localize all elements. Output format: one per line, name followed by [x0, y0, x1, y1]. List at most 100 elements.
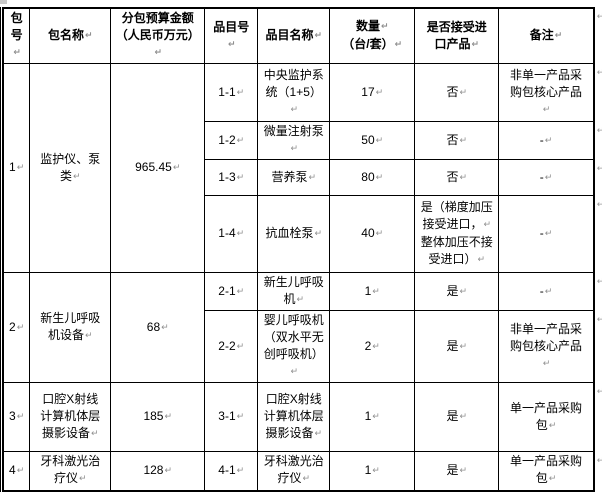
line-break-mark: ↵ — [544, 286, 553, 297]
budget-cell[interactable]: 185↵ — [110, 382, 206, 452]
line-break-mark: ↵ — [236, 465, 245, 476]
item-name-cell[interactable]: 微量注射泵↵ — [257, 121, 331, 160]
item-no-cell[interactable]: 2-2↵ — [204, 310, 259, 383]
item-no-cell[interactable]: 1-4↵ — [204, 195, 259, 273]
line-break-mark: ↵ — [236, 341, 245, 352]
item-no-cell[interactable]: 4-1↵ — [204, 451, 259, 491]
package-name-cell[interactable]: 牙科激光治疗仪↵ — [29, 451, 112, 491]
table-row: 2↵ 新生儿呼吸机设备↵ 68↵ 2-1↵ 新生儿呼吸机↵ 1↵ 是↵ -↵ — [2, 272, 595, 383]
item-name-cell[interactable]: 营养泵↵ — [257, 159, 331, 196]
quantity-cell[interactable]: 40↵ — [329, 195, 416, 273]
accept-import-cell[interactable]: 否↵ — [414, 63, 500, 122]
accept-import-cell[interactable]: 是↵ — [414, 310, 500, 383]
item-name-cell[interactable]: 婴儿呼吸机（双水平无创呼吸机）↵ — [257, 310, 331, 383]
item-no-cell[interactable]: 1-2↵ — [204, 121, 259, 160]
package-no-cell[interactable]: 4↵ — [2, 451, 31, 491]
remark-cell[interactable]: 非单一产品采购包核心产品↵ — [498, 310, 595, 383]
line-break-mark: ↵ — [548, 474, 557, 485]
line-break-mark: ↵ — [372, 286, 380, 297]
column-header[interactable]: 数量↵ （台/套）↵ — [329, 7, 416, 64]
table-row: 1-4↵ 抗血栓泵↵ 40↵ 是（梯度加压接受进口，↵ 整体加压不接受进口）↵ -↵ — [3, 195, 595, 273]
quantity-cell[interactable]: 17↵ — [329, 63, 416, 122]
line-break-mark: ↵ — [290, 367, 298, 377]
line-break-mark: ↵ — [296, 295, 305, 305]
line-break-mark: ↵ — [394, 40, 403, 50]
remark-cell[interactable]: -↵ — [498, 121, 595, 160]
line-break-mark: ↵ — [314, 229, 323, 239]
remark-cell[interactable]: -↵ — [498, 159, 595, 196]
item-no-cell[interactable]: 2-1↵ — [204, 272, 259, 311]
column-header[interactable]: 包号↵ — [2, 7, 31, 64]
item-name-cell[interactable]: 中央监护系统（1+5）↵ — [257, 63, 331, 122]
accept-import-cell[interactable]: 是↵ — [414, 451, 500, 491]
quantity-cell[interactable]: 50↵ — [329, 121, 416, 160]
quantity-cell[interactable]: 2↵ — [329, 310, 416, 383]
column-header[interactable]: 分包预算金额（人民币万元）↵ — [110, 7, 206, 64]
line-break-mark: ↵ — [302, 474, 311, 485]
remark-cell[interactable]: 单一产品采购包↵ — [498, 382, 595, 452]
item-name-cell[interactable]: 牙科激光治疗仪↵ — [257, 451, 331, 491]
left-double-border-line — [0, 7, 1, 492]
remark-cell[interactable]: -↵ — [498, 272, 595, 311]
end-of-row-mark: ↵ — [596, 455, 602, 466]
line-break-mark: ↵ — [459, 172, 468, 183]
remark-cell[interactable]: 非单一产品采购包核心产品↵ — [498, 63, 595, 122]
column-header[interactable]: 是否接受进口产品↵ — [414, 7, 500, 64]
line-break-mark: ↵ — [375, 229, 384, 239]
item-name-cell[interactable]: 口腔X射线计算机体层摄影设备↵ — [257, 382, 331, 452]
package-name-cell[interactable]: 口腔X射线计算机体层摄影设备↵ — [29, 382, 112, 452]
item-no-cell[interactable]: 1-3↵ — [204, 159, 259, 196]
line-break-mark: ↵ — [314, 429, 323, 439]
line-break-mark: ↵ — [236, 286, 245, 297]
accept-import-cell[interactable]: 是↵ — [414, 272, 500, 311]
column-header[interactable]: 包名称↵ — [29, 7, 112, 64]
column-header[interactable]: 备注↵ — [498, 7, 595, 64]
accept-import-cell[interactable]: 否↵ — [414, 121, 500, 160]
item-no-cell[interactable]: 1-1↵ — [204, 63, 259, 122]
accept-import-cell[interactable]: 否↵ — [414, 159, 500, 196]
quantity-cell[interactable]: 1↵ — [329, 451, 416, 491]
line-break-mark: ↵ — [375, 135, 384, 146]
line-break-mark: ↵ — [308, 172, 317, 183]
line-break-mark: ↵ — [459, 412, 468, 422]
accept-import-cell[interactable]: 是↵ — [414, 382, 500, 452]
item-name-cell[interactable]: 新生儿呼吸机↵ — [257, 272, 331, 311]
line-break-mark: ↵ — [290, 104, 298, 115]
budget-cell[interactable]: 965.45↵ — [110, 63, 206, 273]
column-header[interactable]: 品目名称↵ — [257, 7, 331, 64]
line-break-mark: ↵ — [78, 474, 87, 485]
remark-cell[interactable]: 单一产品采购包↵ — [498, 451, 595, 491]
quantity-cell[interactable]: 1↵ — [329, 272, 416, 311]
line-break-mark: ↵ — [90, 429, 99, 439]
end-of-row-mark: ↵ — [596, 12, 602, 22]
item-name-cell[interactable]: 抗血栓泵↵ — [257, 195, 331, 273]
package-no-cell[interactable]: 2↵ — [2, 272, 31, 383]
accept-import-cell[interactable]: 是（梯度加压接受进口，↵ 整体加压不接受进口）↵ — [414, 195, 500, 273]
remark-cell[interactable]: -↵ — [498, 195, 595, 273]
line-break-mark: ↵ — [459, 135, 468, 146]
line-break-mark: ↵ — [372, 341, 380, 352]
line-break-mark: ↵ — [314, 31, 323, 41]
line-break-mark: ↵ — [154, 48, 162, 58]
line-break-mark: ↵ — [16, 412, 25, 422]
end-of-row-mark: ↵ — [596, 386, 602, 397]
budget-cell[interactable]: 128↵ — [110, 451, 206, 491]
end-of-row-mark: ↵ — [596, 276, 602, 287]
quantity-cell[interactable]: 1↵ — [329, 382, 416, 452]
line-break-mark: ↵ — [554, 31, 563, 41]
line-break-mark: ↵ — [236, 172, 245, 183]
item-no-cell[interactable]: 3-1↵ — [204, 382, 259, 452]
procurement-packages-table: 包号↵ 包名称↵ 分包预算金额（人民币万元）↵ 品目号↵ 品目名称↵ 数量↵ （台/套）↵ 是… — [2, 7, 595, 492]
package-no-cell[interactable]: 3↵ — [2, 382, 31, 452]
column-header[interactable]: 品目号↵ — [204, 7, 259, 64]
table-row: 1↵ 监护仪、泵类↵ 965.45↵ 1-1↵ 中央监护系统（1+5）↵ 17↵ 否↵ 非单一… — [2, 63, 595, 273]
quantity-cell[interactable]: 80↵ — [329, 159, 416, 196]
budget-cell[interactable]: 68↵ — [110, 272, 206, 383]
table-row: 4↵ 牙科激光治疗仪↵ 128↵ 4-1↵ 牙科激光治疗仪↵ 1↵ 是↵ 单一产品采购包↵ — [2, 451, 595, 491]
package-no-cell[interactable]: 1↵ — [2, 63, 31, 273]
line-break-mark: ↵ — [459, 87, 468, 98]
package-name-cell[interactable]: 监护仪、泵类↵ — [29, 63, 112, 273]
line-break-mark: ↵ — [548, 420, 557, 431]
line-break-mark: ↵ — [372, 465, 380, 476]
package-name-cell[interactable]: 新生儿呼吸机设备↵ — [29, 272, 112, 383]
